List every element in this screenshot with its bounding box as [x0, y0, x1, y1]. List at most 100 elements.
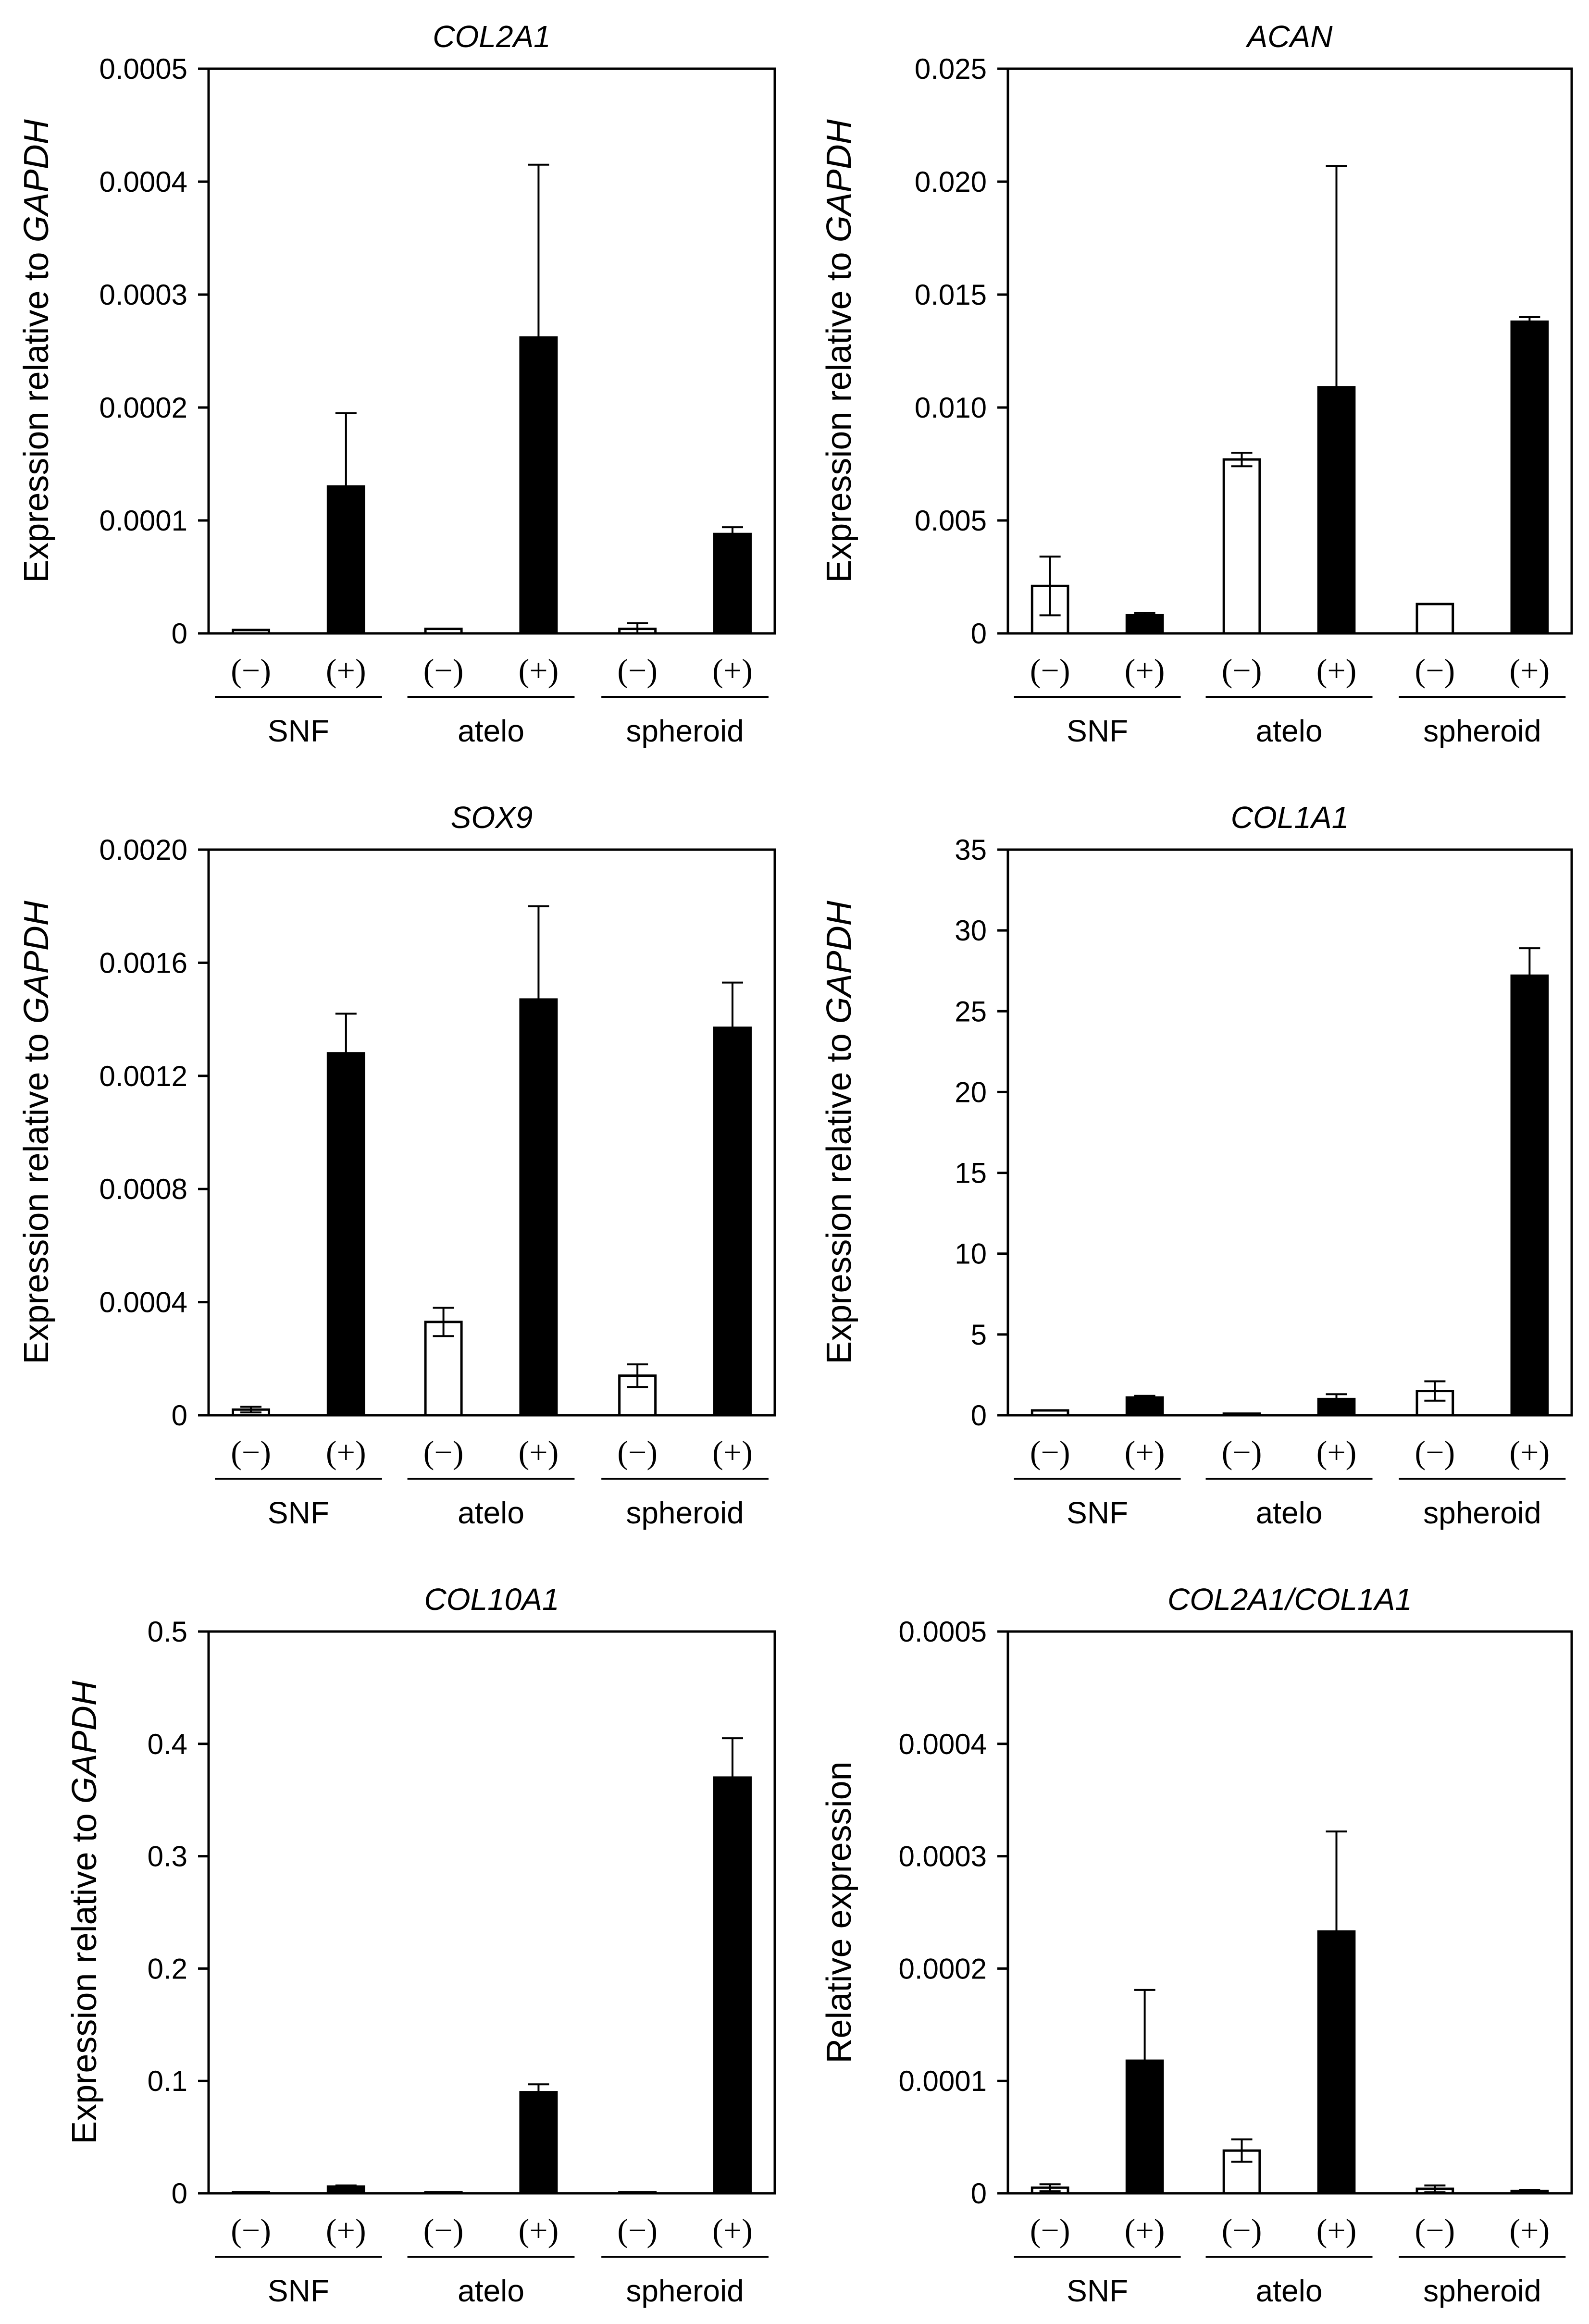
- bar-plus-atelo: [519, 998, 558, 1417]
- y-axis-label: Expression relative to GAPDH: [65, 1680, 104, 2144]
- y-tick-label: 25: [955, 995, 987, 1027]
- condition-label: (−): [231, 2212, 271, 2249]
- bar-plus-spheroid: [713, 1776, 752, 2195]
- bar-plus-spheroid: [1510, 2189, 1549, 2195]
- y-tick-label: 0.005: [915, 505, 987, 537]
- y-tick-label: 0.0002: [99, 392, 187, 424]
- group-label: atelo: [1256, 714, 1323, 748]
- group-label: atelo: [458, 2274, 524, 2308]
- bar-minus-spheroid: [618, 2191, 657, 2195]
- y-axis-label-gene: GAPDH: [65, 1680, 104, 1804]
- condition-label: (−): [617, 1434, 658, 1471]
- group-label: atelo: [458, 1496, 524, 1530]
- group-label: spheroid: [1423, 714, 1541, 748]
- y-tick-label: 35: [955, 834, 987, 866]
- y-tick-label: 0.0020: [99, 834, 187, 866]
- y-tick-label: 0.0005: [898, 1616, 987, 1648]
- bar-plus-atelo: [1317, 1930, 1356, 2195]
- y-tick-label: 0: [971, 2177, 987, 2210]
- y-tick-label: 0.015: [915, 279, 987, 311]
- condition-label: (+): [326, 2212, 366, 2249]
- y-tick-label: 0.4: [148, 1728, 187, 1760]
- condition-label: (+): [1316, 652, 1357, 689]
- condition-label: (+): [1125, 2212, 1165, 2249]
- y-tick-label: 0.0005: [99, 53, 187, 85]
- y-tick-label: 0: [971, 1399, 987, 1432]
- group-label: SNF: [268, 714, 329, 748]
- condition-label: (+): [712, 652, 753, 689]
- plot-frame: [207, 1630, 776, 2195]
- condition-label: (−): [423, 652, 464, 689]
- bar-plus-spheroid: [713, 532, 752, 635]
- plot-frame: [1006, 1630, 1573, 2195]
- condition-label: (−): [1222, 652, 1262, 689]
- y-tick-label: 0.025: [915, 53, 987, 85]
- condition-label: (+): [326, 1434, 366, 1471]
- plot-frame: [1006, 67, 1573, 635]
- y-axis-label-text: Expression relative to: [820, 242, 858, 582]
- chart-panel-3: SOX9 0 0.0004 0.0008 0.0012 0.0016 0.0020 Expre…: [17, 800, 776, 1530]
- y-tick-label: 0.0004: [99, 1286, 187, 1319]
- y-tick-label: 0.0002: [898, 1953, 987, 1985]
- condition-label: (−): [1030, 1434, 1070, 1471]
- y-axis-label-text: Expression relative to: [65, 1804, 104, 2144]
- y-tick-label: 5: [971, 1319, 987, 1351]
- condition-label: (−): [1030, 2212, 1070, 2249]
- plot-frame: [1006, 848, 1573, 1417]
- group-label: spheroid: [626, 1496, 744, 1530]
- condition-label: (−): [1030, 652, 1070, 689]
- y-tick-label: 0.0012: [99, 1060, 187, 1092]
- plot-frame: [207, 848, 776, 1417]
- y-tick-label: 0.0001: [898, 2065, 987, 2097]
- bar-plus-atelo: [1317, 386, 1356, 635]
- bar-minus-spheroid: [1415, 603, 1454, 635]
- condition-label: (+): [519, 1434, 559, 1471]
- chart-panel-6: COL2A1/COL1A1 0 0.0001 0.0002 0.0003 0.0004 0.…: [820, 1582, 1573, 2308]
- y-tick-label: 0.0008: [99, 1173, 187, 1205]
- y-tick-label: 0.0001: [99, 505, 187, 537]
- group-label: atelo: [458, 714, 524, 748]
- group-label: spheroid: [626, 714, 744, 748]
- group-label: SNF: [1067, 714, 1128, 748]
- condition-label: (+): [1125, 652, 1165, 689]
- condition-label: (+): [519, 652, 559, 689]
- condition-label: (−): [231, 652, 271, 689]
- y-tick-label: 0.0003: [99, 279, 187, 311]
- y-axis-label-text: Expression relative to: [17, 242, 56, 582]
- condition-label: (−): [231, 1434, 271, 1471]
- y-tick-label: 0.010: [915, 392, 987, 424]
- y-tick-label: 30: [955, 915, 987, 947]
- chart-title: COL2A1/COL1A1: [1167, 1582, 1412, 1617]
- condition-label: (+): [712, 1434, 753, 1471]
- bar-plus-snf: [1125, 1396, 1164, 1417]
- bar-plus-atelo: [1317, 1397, 1356, 1417]
- y-tick-label: 0: [172, 2177, 187, 2210]
- y-axis-label-gene: GAPDH: [820, 900, 858, 1024]
- bar-minus-snf: [1030, 1409, 1069, 1417]
- y-tick-label: 0.0004: [898, 1728, 987, 1760]
- group-label: spheroid: [1423, 1496, 1541, 1530]
- y-tick-label: 0.1: [148, 2065, 187, 2097]
- group-label: atelo: [1256, 2274, 1323, 2308]
- bar-minus-atelo: [424, 628, 463, 635]
- bar-minus-snf: [232, 629, 271, 635]
- chart-title: SOX9: [451, 800, 533, 835]
- y-axis-label-text: Relative expression: [820, 1761, 858, 2063]
- condition-label: (+): [1510, 1434, 1550, 1471]
- bar-minus-snf: [232, 2191, 271, 2195]
- condition-label: (+): [1125, 1434, 1165, 1471]
- bar-plus-snf: [326, 485, 365, 635]
- y-axis-label: Relative expression: [820, 1761, 858, 2063]
- condition-label: (−): [1415, 1434, 1455, 1471]
- y-tick-label: 0.0016: [99, 947, 187, 979]
- bar-plus-atelo: [519, 2091, 558, 2195]
- condition-label: (−): [1415, 2212, 1455, 2249]
- chart-panel-2: ACAN 0 0.005 0.010 0.015 0.020 0.025 Expression…: [820, 19, 1573, 748]
- y-tick-label: 15: [955, 1157, 987, 1189]
- chart-title: COL2A1: [433, 19, 550, 54]
- bar-minus-spheroid: [1415, 1390, 1454, 1417]
- group-label: spheroid: [1423, 2274, 1541, 2308]
- condition-label: (−): [617, 652, 658, 689]
- bar-plus-spheroid: [1510, 320, 1549, 635]
- condition-label: (+): [1510, 652, 1550, 689]
